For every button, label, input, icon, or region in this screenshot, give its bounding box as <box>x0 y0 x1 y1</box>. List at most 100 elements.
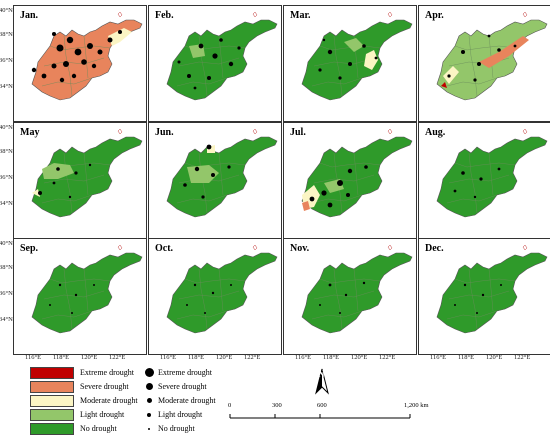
county-boundary <box>488 152 494 196</box>
county-boundary <box>488 268 494 312</box>
county-boundary <box>176 194 228 204</box>
station-marker <box>107 37 113 43</box>
month-label: Nov. <box>290 243 310 254</box>
province-map <box>166 128 278 218</box>
month-map-panel: Mar. <box>283 5 417 122</box>
station-marker <box>186 304 188 306</box>
county-boundary <box>468 35 478 97</box>
station-marker <box>38 191 42 195</box>
county-boundary <box>313 174 375 184</box>
lat-tick-label: 40°N <box>0 124 13 131</box>
month-label: Mar. <box>290 10 311 21</box>
island-outline <box>117 128 123 135</box>
lat-tick-label: 34°N <box>0 200 13 207</box>
station-marker <box>97 49 103 55</box>
county-boundary <box>63 152 73 214</box>
province-map <box>436 128 548 218</box>
month-label: Jul. <box>290 127 306 138</box>
monthly-map-grid: Jan. 40°N 38°N 36°N 34°N Feb. Mar. Apr. May 40°N 3… <box>0 5 550 361</box>
lon-tick-label: 118°E <box>188 354 205 361</box>
island-outline <box>252 244 258 251</box>
station-marker <box>198 43 204 49</box>
county-boundary <box>218 35 224 79</box>
island-outline <box>117 244 123 251</box>
lon-tick-label: 120°E <box>81 354 98 361</box>
station-marker <box>63 61 69 67</box>
lon-tick-label: 122°E <box>109 354 126 361</box>
province-outline <box>301 19 413 101</box>
station-marker <box>500 284 502 286</box>
county-boundary <box>333 35 343 97</box>
month-label: Jan. <box>20 10 39 21</box>
station-marker <box>211 173 215 177</box>
province-map <box>301 244 413 334</box>
scale-tick: 0 <box>228 402 232 409</box>
lon-tick-label: 116°E <box>295 354 312 361</box>
station-marker <box>318 68 322 72</box>
station-marker <box>183 183 187 187</box>
county-boundary <box>41 310 93 320</box>
month-map-panel: Aug. <box>418 122 550 239</box>
lat-tick-label: 38°N <box>0 264 13 271</box>
station-marker <box>49 304 51 306</box>
county-boundary <box>311 310 363 320</box>
county-boundary <box>454 162 516 168</box>
station-marker <box>321 190 327 196</box>
station-marker <box>374 56 378 60</box>
legend-point-none: No drought <box>140 422 195 435</box>
county-boundary <box>178 290 240 300</box>
station-marker <box>348 62 352 66</box>
lon-tick-label: 118°E <box>53 354 70 361</box>
station-marker <box>206 144 212 150</box>
station-marker <box>346 193 350 197</box>
station-marker <box>118 30 122 34</box>
station-marker <box>56 167 60 171</box>
county-boundary <box>353 152 359 196</box>
month-map-panel: Oct. <box>148 238 282 355</box>
lat-tick-label: 36°N <box>0 290 13 297</box>
province-map <box>436 244 548 334</box>
county-boundary <box>198 268 208 330</box>
station-marker <box>212 53 218 59</box>
station-marker <box>177 60 181 64</box>
county-boundary <box>178 57 240 67</box>
county-boundary <box>49 278 111 284</box>
county-boundary <box>319 278 381 284</box>
north-label: N <box>318 369 325 379</box>
lon-tick-label: 122°E <box>379 354 396 361</box>
drought-patch <box>302 201 310 211</box>
lon-tick-label: 116°E <box>430 354 447 361</box>
station-marker <box>51 63 57 69</box>
station-marker <box>74 48 82 56</box>
county-boundary <box>184 162 246 168</box>
point-marker-icon <box>144 368 154 377</box>
province-map <box>31 244 143 334</box>
month-map-panel: May <box>13 122 147 239</box>
county-boundary <box>313 57 375 67</box>
province-outline <box>31 252 143 334</box>
station-marker <box>481 293 485 297</box>
month-label: Jun. <box>155 127 174 138</box>
lat-tick-label: 34°N <box>0 83 13 90</box>
legend-point-label: Extreme drought <box>158 368 212 377</box>
station-marker <box>513 44 517 48</box>
month-map-panel: Jan. <box>13 5 147 122</box>
station-marker <box>91 63 97 69</box>
drought-patch <box>443 66 459 84</box>
station-marker <box>453 189 457 193</box>
point-marker-icon <box>145 383 153 390</box>
province-outline <box>31 136 143 218</box>
station-marker <box>59 77 65 83</box>
island-outline <box>252 128 258 135</box>
county-boundary <box>333 268 343 330</box>
station-marker <box>339 312 341 314</box>
station-marker <box>74 171 78 175</box>
month-label: Sep. <box>20 243 39 254</box>
lon-tick-label: 122°E <box>514 354 531 361</box>
drought-patch <box>479 36 529 68</box>
month-label: Apr. <box>425 10 444 21</box>
month-label: Dec. <box>425 243 444 254</box>
legend-fill-label: Light drought <box>80 410 125 419</box>
drought-patch <box>108 28 132 46</box>
